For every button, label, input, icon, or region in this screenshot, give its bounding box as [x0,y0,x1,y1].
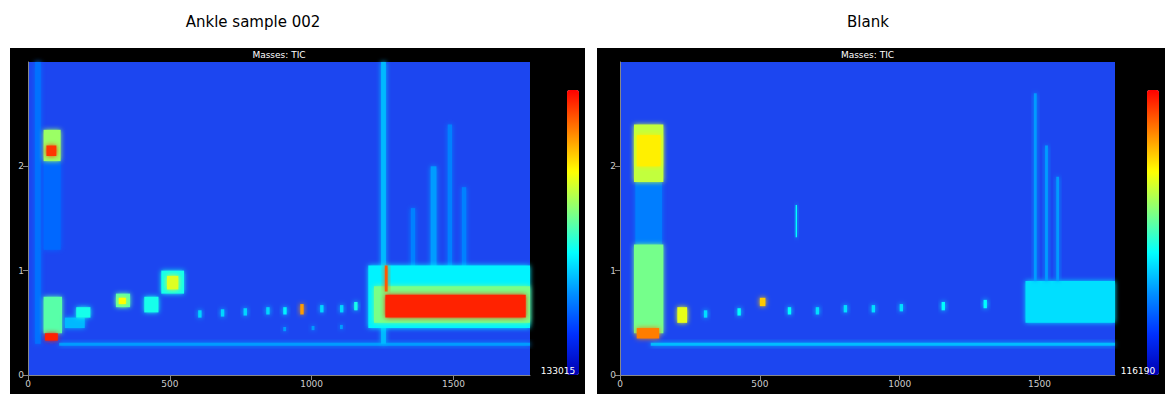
svg-text:133015: 133015 [541,366,575,376]
svg-text:0: 0 [610,370,616,380]
svg-text:2: 2 [18,161,24,171]
svg-text:0: 0 [617,379,623,389]
svg-text:1000: 1000 [300,379,323,389]
svg-text:1000: 1000 [888,379,911,389]
svg-text:0: 0 [25,379,31,389]
svg-text:1: 1 [610,266,616,276]
svg-text:500: 500 [751,379,768,389]
svg-text:Blank: Blank [847,13,889,31]
svg-text:1500: 1500 [442,379,465,389]
svg-text:Masses: TIC: Masses: TIC [841,50,894,60]
svg-text:1: 1 [18,266,24,276]
svg-text:500: 500 [161,379,178,389]
svg-text:116190: 116190 [1121,366,1156,376]
svg-text:Ankle sample 002: Ankle sample 002 [186,13,321,31]
svg-text:1500: 1500 [1028,379,1051,389]
svg-text:Masses: TIC: Masses: TIC [252,50,305,60]
svg-text:2: 2 [610,161,616,171]
svg-text:0: 0 [18,370,24,380]
